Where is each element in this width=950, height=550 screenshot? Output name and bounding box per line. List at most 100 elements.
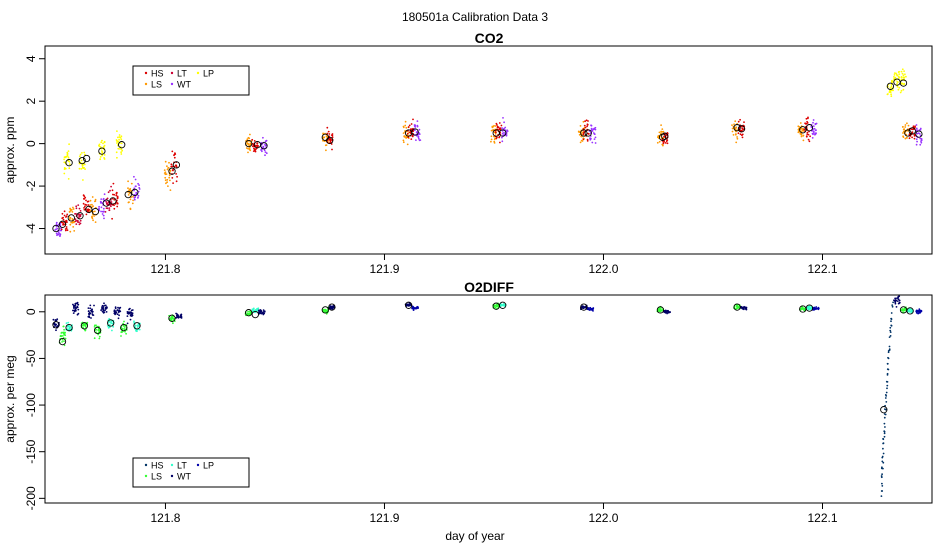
co2-point-hs (664, 142, 667, 144)
co2-point-ls (402, 139, 405, 142)
o2diff-point-hs (883, 430, 886, 432)
o2diff-point-lp (412, 309, 415, 311)
o2diff-point-lt (908, 308, 911, 311)
co2-point-ls (490, 135, 493, 138)
co2-point-ls (73, 230, 76, 232)
co2-point-ls (660, 124, 662, 126)
co2-point-hs (584, 126, 587, 129)
co2-point-ls (71, 218, 74, 220)
o2diff-mean-marker (168, 314, 176, 322)
co2-point-wt (813, 127, 816, 130)
co2-mean-marker (91, 207, 100, 216)
co2-point-hs (737, 132, 740, 135)
co2-point-wt (920, 137, 923, 140)
co2-point-hs (85, 199, 87, 202)
co2-point-lt (75, 205, 78, 208)
co2-point-lp (905, 75, 907, 78)
co2-point-ls (92, 205, 94, 208)
co2-point-hs (111, 189, 114, 192)
co2-point-lt (76, 219, 79, 222)
o2diff-point-ls (495, 304, 498, 307)
co2-mean-marker (78, 156, 86, 165)
co2-y-tick-label: 2 (24, 98, 38, 105)
co2-point-wt (264, 144, 267, 147)
co2-point-wt (418, 128, 421, 131)
o2diff-point-lp (412, 306, 414, 309)
co2-point-lp (894, 76, 897, 79)
co2-legend-swatch-lp (196, 71, 200, 75)
co2-point-ls (165, 182, 167, 185)
co2-point-lp (900, 76, 903, 79)
o2diff-point-ls (736, 304, 739, 307)
o2diff-point-lt (110, 320, 113, 323)
o2diff-point-wt (101, 306, 103, 308)
co2-point-ls (580, 139, 583, 142)
o2diff-point-ls (98, 337, 101, 340)
o2diff-point-wt (131, 313, 133, 315)
co2-point-ls (168, 161, 170, 164)
co2-point-lp (900, 82, 903, 85)
co2-point-hs (85, 213, 88, 216)
co2-point-wt (915, 124, 918, 126)
co2-point-lp (901, 68, 904, 71)
o2diff-point-wt (104, 307, 107, 310)
o2diff-point-hs (890, 312, 893, 314)
co2-point-ls (579, 141, 582, 144)
o2diff-mean-marker (93, 326, 102, 335)
co2-point-lt (77, 213, 80, 216)
co2-point-ls (129, 208, 132, 211)
co2-point-hs (116, 197, 119, 200)
co2-point-hs (175, 166, 178, 168)
co2-mean-marker (886, 82, 895, 90)
co2-mean-marker (82, 154, 91, 163)
o2diff-mean-marker (733, 303, 741, 311)
co2-point-ls (797, 128, 800, 131)
co2-point-wt (134, 178, 137, 181)
co2-point-lp (889, 91, 892, 94)
co2-point-wt (135, 191, 138, 194)
co2-point-hs (804, 122, 806, 125)
o2diff-point-lp (587, 307, 590, 310)
o2diff-point-hs (880, 476, 883, 479)
co2-y-axis-label: approx. ppm (3, 117, 17, 184)
o2diff-mean-marker (805, 304, 814, 312)
co2-point-wt (592, 128, 595, 131)
co2-point-hs (82, 202, 85, 205)
co2-point-ls (406, 136, 408, 139)
o2diff-point-wt (91, 308, 93, 311)
co2-point-hs (331, 134, 334, 137)
co2-legend-swatch-wt (170, 82, 174, 86)
co2-mean-marker (98, 147, 106, 155)
co2-point-hs (913, 137, 916, 140)
co2-point-hs (175, 173, 178, 175)
o2diff-point-lt (65, 322, 68, 325)
co2-point-wt (59, 229, 61, 232)
o2diff-point-ls (97, 331, 100, 334)
o2diff-point-wt (329, 305, 332, 307)
co2-point-ls (799, 122, 802, 124)
o2diff-point-lp (917, 312, 919, 315)
co2-point-wt (103, 193, 106, 196)
co2-point-hs (809, 135, 811, 138)
co2-point-ls (169, 179, 171, 182)
co2-mean-marker (580, 129, 588, 137)
o2diff-mean-marker (133, 322, 141, 330)
co2-point-lp (120, 148, 123, 151)
co2-point-wt (814, 133, 817, 136)
co2-mean-markers (52, 78, 923, 233)
co2-point-lp (103, 154, 106, 156)
o2diff-point-wt (745, 308, 748, 311)
o2diff-point-lt (136, 326, 139, 328)
co2-point-hs (582, 138, 585, 141)
co2-point-wt (504, 126, 507, 129)
o2diff-point-wt (118, 309, 121, 312)
co2-point-hs (60, 228, 63, 231)
co2-point-hs (111, 217, 113, 220)
co2-point-hs (806, 133, 809, 136)
o2diff-point-ls (60, 332, 63, 334)
o2diff-point-hs (888, 348, 891, 351)
co2-point-ls (800, 127, 803, 130)
co2-point-ls (166, 165, 168, 168)
co2-x-tick-label: 122.1 (807, 262, 837, 276)
co2-point-hs (807, 117, 809, 120)
